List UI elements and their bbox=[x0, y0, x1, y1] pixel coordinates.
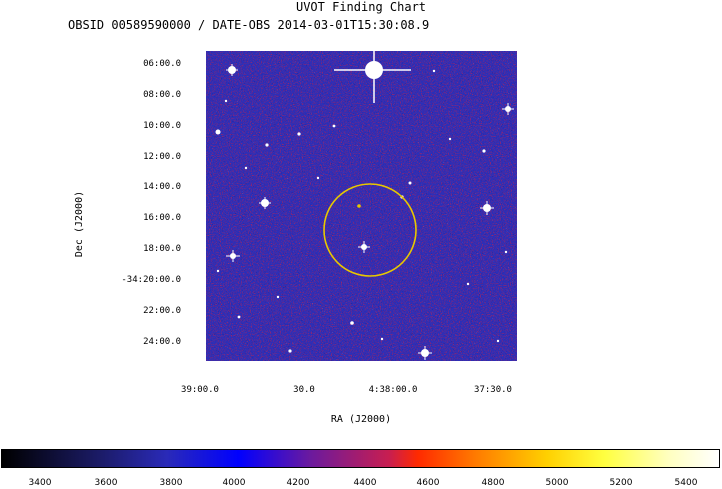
colorbar bbox=[1, 449, 720, 468]
dec-tick-label: -34:20:00.0 bbox=[121, 275, 181, 285]
colorbar-tick-label: 3800 bbox=[159, 478, 183, 488]
dec-tick-label: 16:00.0 bbox=[143, 213, 181, 223]
colorbar-tick-label: 3600 bbox=[94, 478, 118, 488]
y-axis-label: Dec (J2000) bbox=[74, 190, 85, 258]
dec-tick-label: 14:00.0 bbox=[143, 182, 181, 192]
dec-tick-label: 08:00.0 bbox=[143, 90, 181, 100]
colorbar-tick-label: 4600 bbox=[416, 478, 440, 488]
ra-tick-label: 39:00.0 bbox=[181, 385, 219, 395]
ra-tick-label: 30.0 bbox=[293, 385, 315, 395]
dec-tick-label: 12:00.0 bbox=[143, 152, 181, 162]
colorbar-tick-label: 4400 bbox=[353, 478, 377, 488]
colorbar-tick-label: 4200 bbox=[286, 478, 310, 488]
source-marker bbox=[357, 204, 361, 208]
dec-tick-label: 22:00.0 bbox=[143, 306, 181, 316]
colorbar-tick-label: 5200 bbox=[609, 478, 633, 488]
colorbar-tick-label: 5400 bbox=[674, 478, 698, 488]
dec-tick-label: 10:00.0 bbox=[143, 121, 181, 131]
dec-tick-label: 06:00.0 bbox=[143, 59, 181, 69]
colorbar-tick-label: 4800 bbox=[481, 478, 505, 488]
ra-tick-label: 37:30.0 bbox=[474, 385, 512, 395]
region-circle bbox=[323, 183, 417, 277]
chart-subtitle: OBSID 00589590000 / DATE-OBS 2014-03-01T… bbox=[68, 18, 430, 32]
dec-tick-label: 24:00.0 bbox=[143, 337, 181, 347]
field-noise-white bbox=[206, 51, 517, 361]
chart-title: UVOT Finding Chart bbox=[295, 0, 427, 14]
ra-tick-label: 4:38:00.0 bbox=[368, 385, 418, 395]
dec-tick-label: 18:00.0 bbox=[143, 244, 181, 254]
colorbar-tick-label: 3400 bbox=[28, 478, 52, 488]
colorbar-tick-label: 5000 bbox=[545, 478, 569, 488]
x-axis-label: RA (J2000) bbox=[330, 414, 392, 425]
star-spikes bbox=[226, 64, 514, 360]
bright-star bbox=[334, 51, 411, 103]
colorbar-tick-label: 4000 bbox=[222, 478, 246, 488]
sky-image bbox=[206, 51, 517, 361]
